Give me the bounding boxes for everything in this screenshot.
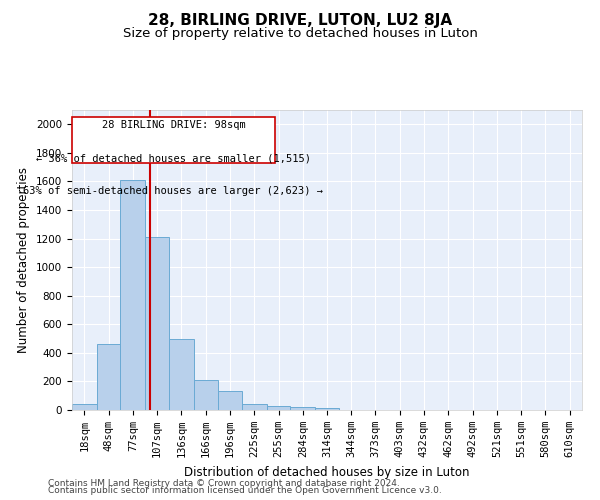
Bar bbox=[315, 408, 339, 410]
Bar bbox=[194, 380, 218, 410]
Bar bbox=[266, 406, 290, 410]
Text: Contains HM Land Registry data © Crown copyright and database right 2024.: Contains HM Land Registry data © Crown c… bbox=[48, 478, 400, 488]
X-axis label: Distribution of detached houses by size in Luton: Distribution of detached houses by size … bbox=[184, 466, 470, 478]
Text: ← 36% of detached houses are smaller (1,515): ← 36% of detached houses are smaller (1,… bbox=[36, 153, 311, 163]
Text: 28, BIRLING DRIVE, LUTON, LU2 8JA: 28, BIRLING DRIVE, LUTON, LU2 8JA bbox=[148, 12, 452, 28]
Bar bbox=[218, 392, 242, 410]
Bar bbox=[242, 404, 266, 410]
Text: Contains public sector information licensed under the Open Government Licence v3: Contains public sector information licen… bbox=[48, 486, 442, 495]
Text: Size of property relative to detached houses in Luton: Size of property relative to detached ho… bbox=[122, 28, 478, 40]
Bar bbox=[72, 404, 97, 410]
Bar bbox=[169, 340, 194, 410]
FancyBboxPatch shape bbox=[72, 117, 275, 163]
Y-axis label: Number of detached properties: Number of detached properties bbox=[17, 167, 31, 353]
Bar bbox=[145, 237, 169, 410]
Bar bbox=[121, 180, 145, 410]
Bar bbox=[97, 344, 121, 410]
Bar bbox=[290, 407, 315, 410]
Text: 63% of semi-detached houses are larger (2,623) →: 63% of semi-detached houses are larger (… bbox=[23, 186, 323, 196]
Text: 28 BIRLING DRIVE: 98sqm: 28 BIRLING DRIVE: 98sqm bbox=[101, 120, 245, 130]
